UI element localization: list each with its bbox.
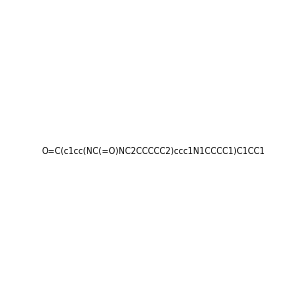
Text: O=C(c1cc(NC(=O)NC2CCCCC2)ccc1N1CCCC1)C1CC1: O=C(c1cc(NC(=O)NC2CCCCC2)ccc1N1CCCC1)C1C… bbox=[42, 147, 266, 156]
